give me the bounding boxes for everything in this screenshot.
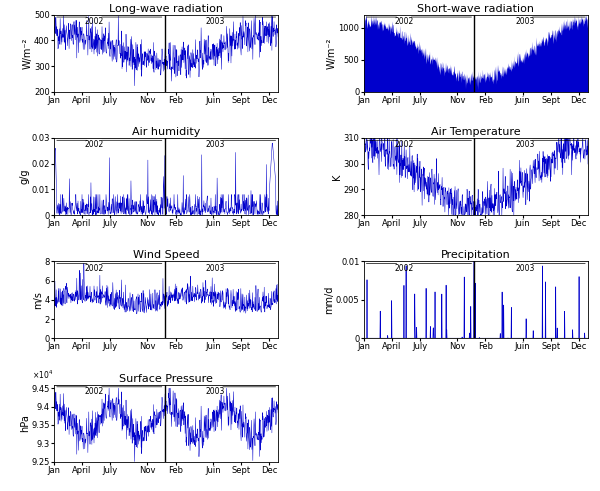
Text: 2002: 2002 (85, 17, 104, 26)
Title: Long-wave radiation: Long-wave radiation (109, 4, 223, 14)
Text: $\times 10^4$: $\times 10^4$ (32, 369, 53, 382)
Text: 2002: 2002 (85, 140, 104, 149)
Text: 2003: 2003 (515, 140, 535, 149)
Text: 2002: 2002 (85, 264, 104, 273)
Text: 2003: 2003 (206, 17, 225, 26)
Title: Wind Speed: Wind Speed (133, 250, 199, 260)
Text: 2003: 2003 (206, 387, 225, 396)
Text: 2003: 2003 (206, 264, 225, 273)
Y-axis label: K: K (332, 173, 342, 180)
Title: Surface Pressure: Surface Pressure (119, 374, 213, 384)
Text: 2002: 2002 (394, 264, 413, 273)
Y-axis label: mm/d: mm/d (325, 286, 334, 314)
Y-axis label: m/s: m/s (33, 291, 43, 309)
Text: 2002: 2002 (394, 17, 413, 26)
Y-axis label: hPa: hPa (20, 414, 30, 432)
Title: Air Temperature: Air Temperature (431, 127, 521, 137)
Text: 2002: 2002 (85, 387, 104, 396)
Title: Short-wave radiation: Short-wave radiation (418, 4, 535, 14)
Title: Air humidity: Air humidity (132, 127, 200, 137)
Y-axis label: W/m⁻²: W/m⁻² (327, 37, 337, 69)
Text: 2003: 2003 (515, 264, 535, 273)
Y-axis label: W/m⁻²: W/m⁻² (23, 37, 32, 69)
Text: 2003: 2003 (206, 140, 225, 149)
Text: 2003: 2003 (515, 17, 535, 26)
Title: Precipitation: Precipitation (441, 250, 511, 260)
Text: 2002: 2002 (394, 140, 413, 149)
Y-axis label: g/g: g/g (20, 169, 30, 184)
